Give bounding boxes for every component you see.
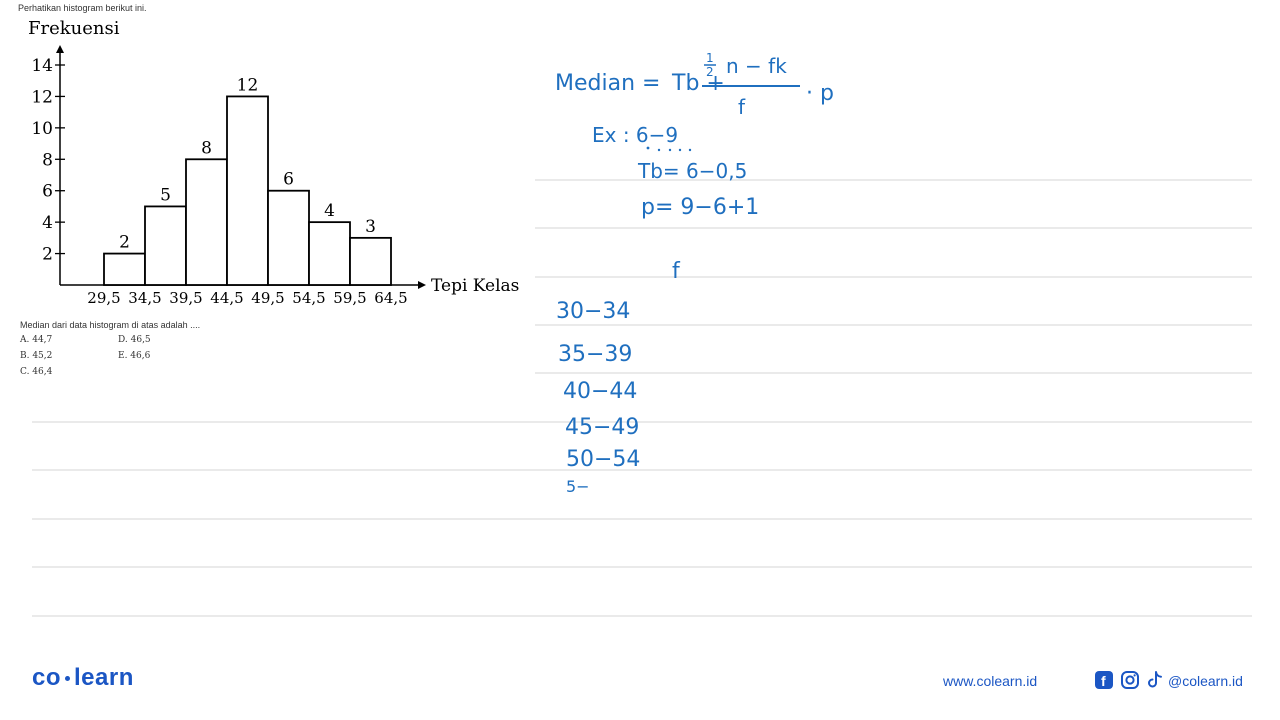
option-b[interactable]: B. 45,2	[20, 351, 53, 361]
class-40-44: 40−44	[563, 379, 637, 404]
x-tick-label: 29,5	[87, 289, 120, 307]
p-line: p= 9−6+1	[641, 195, 759, 220]
y-tick-label: 10	[31, 119, 53, 139]
class-35-39: 35−39	[558, 342, 632, 367]
formula-lhs: Median =	[555, 71, 660, 96]
x-tick-label: 39,5	[169, 289, 202, 307]
bar-value-label: 4	[324, 201, 335, 221]
y-tick-label: 2	[42, 245, 53, 265]
formula-denominator: f	[738, 95, 746, 119]
formula-numerator: n − fk	[726, 54, 787, 78]
website-link[interactable]: www.colearn.id	[943, 673, 1038, 689]
x-tick-label: 59,5	[333, 289, 366, 307]
bar-value-label: 5	[160, 185, 171, 205]
histogram-bar	[267, 189, 310, 286]
y-tick-label: 12	[31, 87, 53, 107]
histogram-bar	[226, 95, 269, 286]
x-tick-label: 44,5	[210, 289, 243, 307]
x-tick-label: 64,5	[374, 289, 407, 307]
option-c[interactable]: C. 46,4	[20, 367, 53, 377]
question-prompt: Perhatikan histogram berikut ini.	[18, 3, 147, 13]
y-axis-label: Frekuensi	[28, 18, 120, 39]
bar-value-label: 12	[237, 75, 259, 95]
logo-dot	[65, 676, 71, 682]
option-e[interactable]: E. 46,6	[118, 351, 151, 361]
y-tick-label: 14	[31, 56, 53, 76]
x-axis-label: Tepi Kelas	[431, 276, 519, 296]
bar-value-label: 3	[365, 217, 376, 237]
y-tick-label: 6	[42, 182, 53, 202]
formula-p: · p	[806, 81, 834, 106]
question-text: Median dari data histogram di atas adala…	[20, 320, 201, 330]
histogram-bar	[349, 236, 392, 286]
tiktok-icon[interactable]	[1145, 670, 1165, 690]
f-header: f	[672, 259, 681, 284]
formula-half-den: 2	[706, 65, 714, 79]
example-line: Ex : 6−9	[592, 123, 678, 147]
x-tick-label: 34,5	[128, 289, 161, 307]
class-45-49: 45−49	[565, 415, 639, 440]
class-50-54: 50−54	[566, 447, 640, 472]
colearn-logo[interactable]: co learn	[32, 664, 134, 692]
example-dots	[646, 146, 692, 152]
histogram-bar	[308, 221, 351, 286]
option-a[interactable]: A. 44,7	[20, 335, 53, 345]
bar-value-label: 2	[119, 233, 130, 253]
bar-value-label: 8	[201, 138, 212, 158]
histogram-bar	[144, 205, 187, 286]
x-tick-label: 49,5	[251, 289, 284, 307]
bar-value-label: 6	[283, 170, 294, 190]
svg-text:f: f	[1101, 673, 1106, 689]
histogram-chart: Frekuensi Tepi Kelas 2 4 6 8 10 12 14 2 5 8 12 6 4 3 29,…	[28, 18, 519, 307]
x-tick-label: 54,5	[292, 289, 325, 307]
instagram-icon[interactable]	[1120, 670, 1140, 690]
formula-tb: Tb +	[671, 71, 725, 96]
y-tick-label: 8	[42, 150, 53, 170]
logo-learn: learn	[74, 664, 134, 691]
formula-half-num: 1	[706, 51, 714, 65]
histogram-bar	[185, 158, 228, 286]
social-handle[interactable]: @colearn.id	[1168, 673, 1243, 689]
class-30-34: 30−34	[556, 299, 630, 324]
x-axis-arrow	[418, 281, 426, 289]
class-partial: 5−	[566, 477, 590, 496]
logo-co: co	[32, 664, 62, 691]
facebook-icon[interactable]: f	[1094, 670, 1114, 690]
tb-line: Tb= 6−0,5	[637, 159, 747, 183]
y-axis-arrow	[56, 45, 64, 53]
option-d[interactable]: D. 46,5	[118, 335, 151, 345]
y-tick-label: 4	[42, 213, 53, 233]
